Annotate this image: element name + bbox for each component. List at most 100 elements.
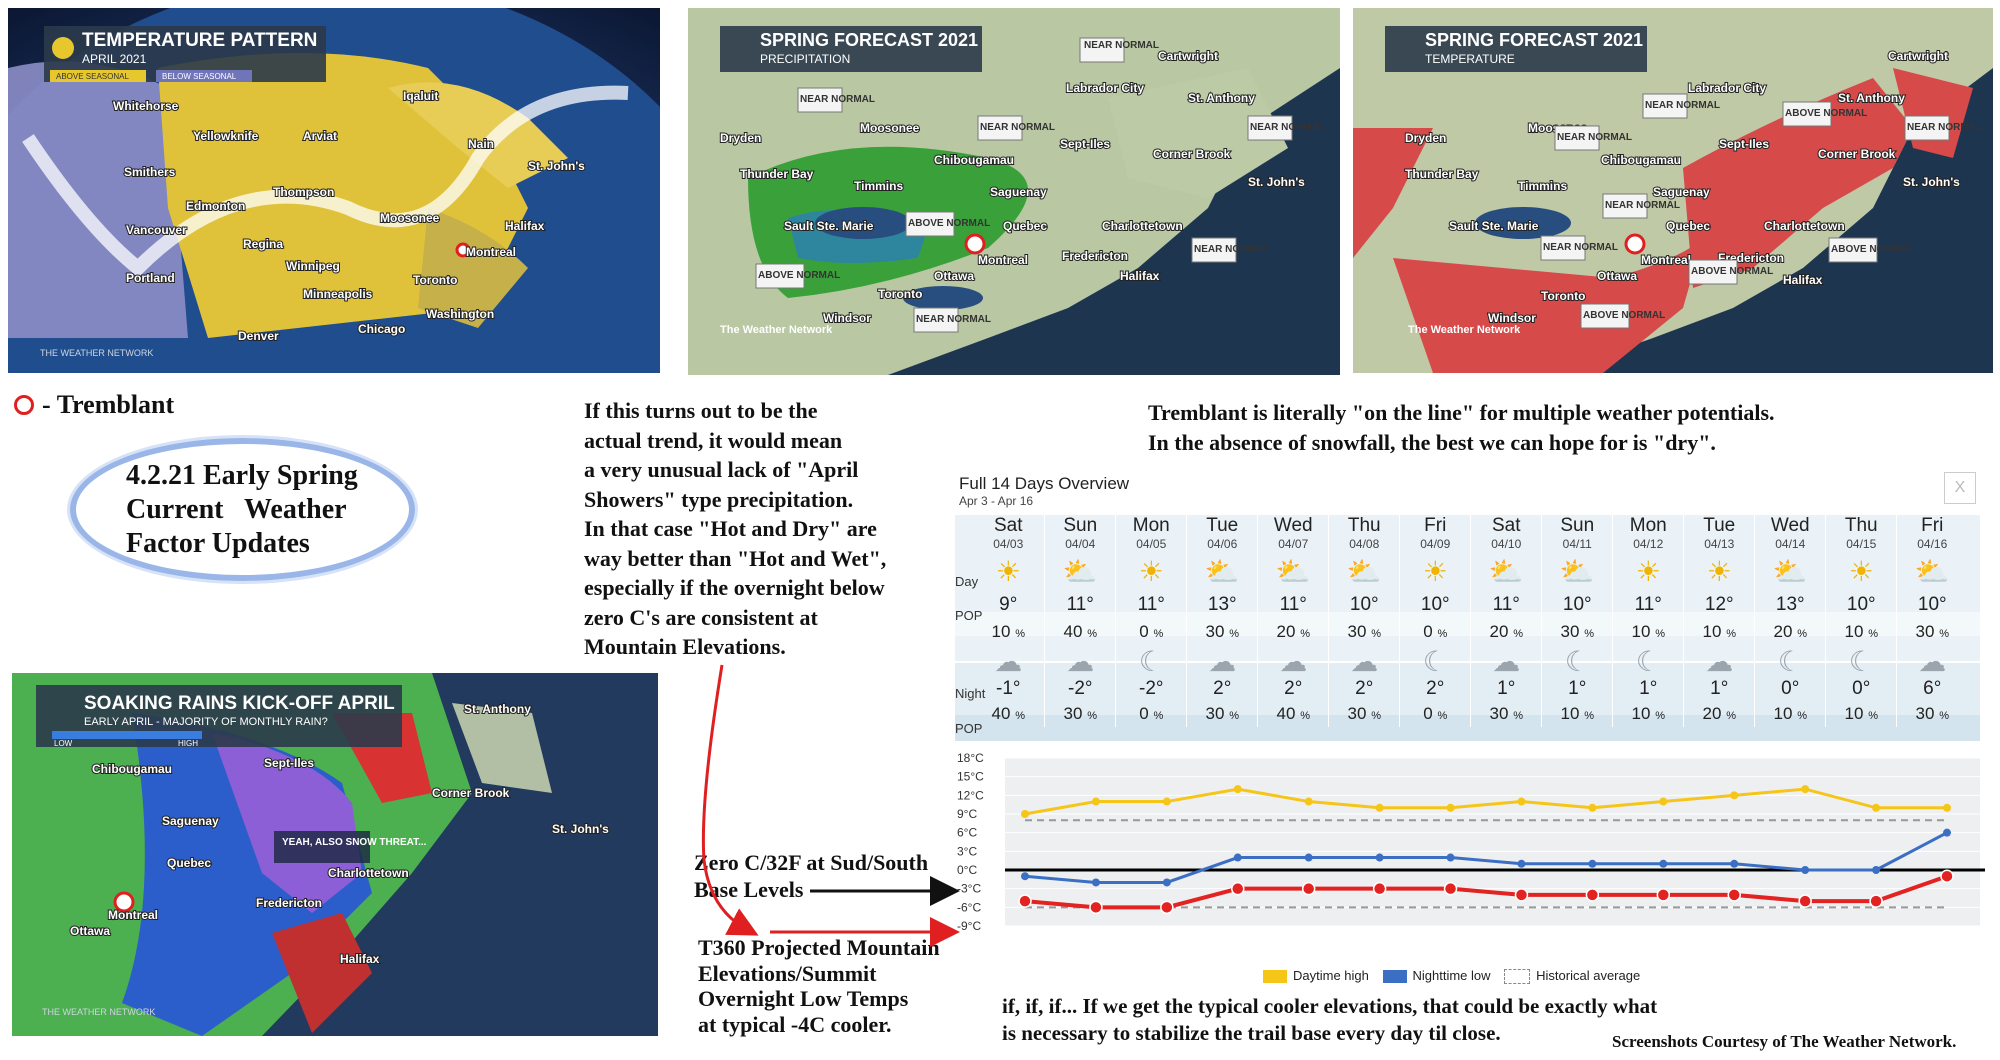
forecast-day-column[interactable]: Wed 04/07 ⛅ 11° 20 % ☁ 2° 40 % — [1257, 515, 1329, 727]
oval-title-line: 4.2.21 Early Spring — [126, 459, 358, 491]
forecast-day-column[interactable]: Fri 04/16 ⛅ 10° 30 % ☁ 6° 30 % — [1896, 515, 1968, 727]
forecast-day-column[interactable]: Wed 04/14 ⛅ 13° 20 % ☾ 0° 10 % — [1754, 515, 1826, 727]
badge-near-normal: NEAR NORMAL — [800, 94, 875, 105]
spring-temperature-map: SPRING FORECAST 2021 TEMPERATURE The Wea… — [1353, 8, 1993, 373]
night-low-temp: 2° — [1213, 678, 1232, 699]
note-line: way better than "Hot and Wet", — [584, 545, 887, 571]
badge-above-normal: ABOVE NORMAL — [1831, 244, 1913, 255]
top-right-note: Tremblant is literally "on the line" for… — [1148, 398, 1988, 457]
city-label: Washington — [426, 307, 494, 321]
night-row-bg — [955, 663, 1980, 715]
data-point — [1304, 797, 1313, 806]
badge-above-normal: ABOVE NORMAL — [1785, 108, 1867, 119]
pop-unit: % — [1797, 628, 1807, 640]
forecast-widget: Full 14 Days Overview Apr 3 - Apr 16 X D… — [955, 470, 1982, 786]
data-point — [1160, 900, 1174, 915]
tremblant-marker — [113, 891, 135, 913]
data-point — [1872, 803, 1881, 812]
pop-unit: % — [1868, 628, 1878, 640]
city-label: Quebec — [167, 856, 211, 870]
data-point — [1162, 878, 1171, 887]
bottom-note: if, if, if... If we get the typical cool… — [1002, 993, 1762, 1047]
night-weather-icon: ☁ — [1350, 646, 1379, 677]
close-button[interactable]: X — [1944, 472, 1976, 504]
data-point — [1375, 803, 1384, 812]
day-high-temp: 11° — [1279, 594, 1307, 615]
annotation-line: Elevations/Summit — [698, 960, 877, 986]
city-label: Nain — [468, 137, 494, 151]
annotation-arrows — [701, 664, 960, 947]
y-tick-label: 15°C — [957, 770, 984, 784]
night-pop: 20 % — [1684, 701, 1755, 727]
pop-unit: % — [1371, 710, 1381, 722]
day-date: 04/06 — [1207, 537, 1238, 551]
day-pop: 10 % — [973, 619, 1044, 645]
night-pop-value: 0 — [1139, 704, 1149, 723]
row-label-night: Night — [955, 686, 986, 701]
temperature-chart: 18°C 15°C 12°C 9°C 6°C 3°C 0°C -3°C -6°C -9°C Day… — [955, 750, 1990, 990]
data-point — [1372, 881, 1387, 896]
data-point — [1585, 888, 1600, 902]
night-weather-icon: ☾ — [1848, 646, 1874, 677]
title-oval: 4.2.21 Early Spring Current Weather Fact… — [70, 438, 415, 581]
day-date: 04/09 — [1420, 537, 1451, 551]
data-point — [1730, 791, 1739, 800]
day-high-temp: 11° — [1137, 594, 1165, 615]
scale-low-label: LOW — [54, 739, 73, 748]
spring-precip-graphic: SPRING FORECAST 2021 PRECIPITATION The W… — [688, 8, 1340, 375]
city-label: Montreal — [978, 253, 1028, 267]
pop-unit: % — [1584, 710, 1594, 722]
data-point — [1233, 785, 1242, 794]
forecast-day-column[interactable]: Tue 04/13 ☀ 12° 10 % ☁ 1° 20 % — [1683, 515, 1755, 727]
city-label: Portland — [126, 271, 175, 285]
city-label: St. John's — [528, 159, 585, 173]
night-low-temp: -2° — [1068, 678, 1093, 699]
data-point — [1943, 828, 1951, 837]
night-low-temp: 2° — [1355, 678, 1374, 699]
night-pop: 30 % — [1471, 701, 1542, 727]
day-name: Tue — [1703, 515, 1736, 536]
day-pop: 20 % — [1755, 619, 1826, 645]
night-pop-value: 30 — [1489, 704, 1509, 723]
data-point — [1940, 869, 1954, 883]
temperature-pattern-map: TEMPERATURE PATTERN APRIL 2021 ABOVE SEA… — [8, 8, 660, 373]
forecast-day-column[interactable]: Thu 04/15 ☀ 10° 10 % ☾ 0° 10 % — [1825, 515, 1897, 727]
forecast-day-column[interactable]: Sat 04/03 ☀ 9° 10 % ☁ -1° 40 % — [973, 515, 1044, 727]
night-weather-icon: ☁ — [1279, 646, 1308, 677]
pop-unit: % — [1726, 628, 1736, 640]
y-tick-label: 0°C — [957, 863, 977, 877]
day-name: Thu — [1347, 515, 1381, 536]
day-high-temp: 10° — [1420, 594, 1450, 615]
day-pop: 40 % — [1045, 619, 1116, 645]
forecast-day-column[interactable]: Sun 04/11 ⛅ 10° 30 % ☾ 1° 10 % — [1541, 515, 1613, 727]
day-name: Sat — [1491, 515, 1521, 536]
day-name: Wed — [1273, 515, 1313, 536]
data-point — [1659, 797, 1668, 806]
forecast-day-column[interactable]: Sun 04/04 ⛅ 11° 40 % ☁ -2° 30 % — [1044, 515, 1116, 727]
legend-swatch-historical — [1504, 969, 1531, 985]
city-label: St. Anthony — [464, 702, 531, 716]
temperature-chart-svg: 18°C 15°C 12°C 9°C 6°C 3°C 0°C -3°C -6°C -9°C — [957, 751, 1985, 933]
data-point — [1801, 785, 1810, 794]
city-label: Sept-Iles — [1719, 137, 1769, 151]
forecast-day-column[interactable]: Fri 04/09 ☀ 10° 0 % ☾ 2° 0 % — [1399, 515, 1471, 727]
pop-unit: % — [1868, 710, 1878, 722]
city-label: Dryden — [1405, 131, 1446, 145]
night-low-temp: 1° — [1710, 678, 1729, 699]
forecast-day-column[interactable]: Tue 04/06 ⛅ 13° 30 % ☁ 2° 30 % — [1186, 515, 1258, 727]
day-pop: 30 % — [1329, 619, 1400, 645]
forecast-day-column[interactable]: Sat 04/10 ⛅ 11° 20 % ☁ 1° 30 % — [1470, 515, 1542, 727]
night-weather-icon: ☁ — [1918, 646, 1947, 677]
night-pop: 10 % — [1542, 701, 1613, 727]
forecast-day-column[interactable]: Thu 04/08 ⛅ 10° 30 % ☁ 2° 30 % — [1328, 515, 1400, 727]
spring-temperature-graphic: SPRING FORECAST 2021 TEMPERATURE The Wea… — [1353, 8, 1993, 373]
night-low-temp: 2° — [1284, 678, 1303, 699]
badge-near-normal: NEAR NORMAL — [1250, 122, 1325, 133]
day-pop-row-bg — [955, 612, 1980, 636]
forecast-day-column[interactable]: Mon 04/12 ☀ 11° 10 % ☾ 1° 10 % — [1612, 515, 1684, 727]
day-high-temp: 10° — [1917, 594, 1947, 615]
pop-unit: % — [1015, 710, 1025, 722]
annotation-line: at typical -4C cooler. — [698, 1011, 892, 1037]
day-date: 04/08 — [1349, 537, 1380, 551]
forecast-day-column[interactable]: Mon 04/05 ☀ 11° 0 % ☾ -2° 0 % — [1115, 515, 1187, 727]
